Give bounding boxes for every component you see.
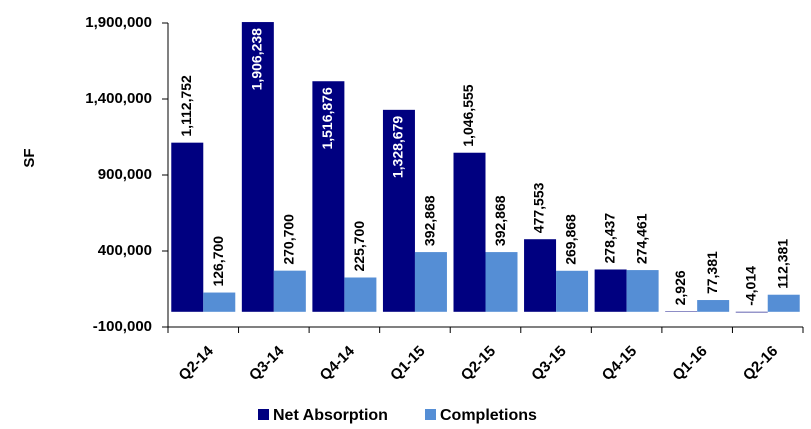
y-tick-label: -100,000 <box>93 318 152 335</box>
y-tick-label: 400,000 <box>98 242 152 259</box>
bar <box>453 152 486 312</box>
x-tick-label: Q2-14 <box>175 342 217 384</box>
x-tick-label: Q2-15 <box>458 343 500 385</box>
data-label: 1,906,238 <box>249 28 265 90</box>
y-tick-label: 1,900,000 <box>85 14 152 31</box>
data-label: 477,553 <box>531 182 547 233</box>
y-axis-title: SF <box>21 148 38 167</box>
bar <box>203 292 236 312</box>
data-label: 274,461 <box>633 213 649 264</box>
x-tick-label: Q4-14 <box>317 342 359 384</box>
bar <box>241 22 274 312</box>
x-tick-label: Q3-15 <box>528 343 570 385</box>
bar <box>485 252 518 312</box>
x-tick-label: Q3-14 <box>246 342 288 384</box>
data-label: 270,700 <box>281 214 297 265</box>
data-label: 392,868 <box>422 195 438 246</box>
bar <box>382 109 415 312</box>
bar <box>626 270 659 312</box>
bar <box>735 311 768 313</box>
y-tick-label: 1,400,000 <box>85 90 152 107</box>
data-label: -4,014 <box>742 266 758 306</box>
data-label: 1,046,555 <box>460 84 476 146</box>
data-label: 269,868 <box>563 214 579 265</box>
bar <box>344 277 377 312</box>
data-label: 392,868 <box>492 195 508 246</box>
data-label: 1,328,679 <box>390 116 406 178</box>
data-label: 2,926 <box>672 270 688 305</box>
x-tick-label: Q1-15 <box>387 343 429 385</box>
x-tick-label: Q2-16 <box>740 343 782 385</box>
data-label: 1,516,876 <box>319 87 335 149</box>
y-tick-label: 900,000 <box>98 166 152 183</box>
bar <box>524 239 557 312</box>
data-label: 126,700 <box>210 236 226 287</box>
bar <box>414 252 447 312</box>
x-tick-label: Q4-15 <box>599 343 641 385</box>
legend-label: Net Absorption <box>273 407 388 424</box>
bar <box>556 270 589 312</box>
bar <box>171 142 204 312</box>
data-label: 225,700 <box>351 221 367 272</box>
bar <box>594 269 627 312</box>
data-label: 278,437 <box>601 213 617 264</box>
x-tick-label: Q1-16 <box>669 343 711 385</box>
bar <box>312 81 345 312</box>
legend-swatch <box>258 409 269 420</box>
legend-label: Completions <box>440 407 537 424</box>
bar <box>273 270 306 312</box>
data-label: 77,381 <box>704 251 720 294</box>
bar <box>767 294 800 312</box>
data-label: 112,381 <box>774 239 790 289</box>
data-label: 1,112,752 <box>178 75 194 137</box>
bar <box>697 300 730 312</box>
legend-swatch <box>425 409 436 420</box>
